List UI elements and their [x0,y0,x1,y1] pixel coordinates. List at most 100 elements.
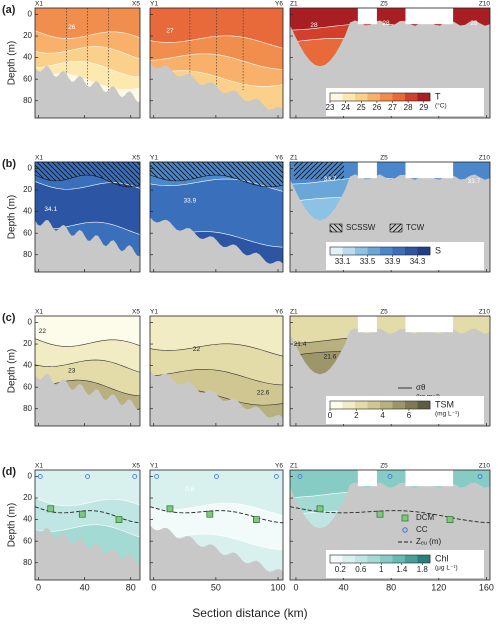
x-tick-label: 50 [211,582,221,592]
panel-frame [149,7,284,119]
y-tick-label: 80 [23,404,32,413]
y-tick-label: 0 [28,164,33,173]
panel-frame [149,469,284,581]
colorbar-cell [405,93,418,101]
y-tick-label: 0 [28,10,33,19]
x-tick-label: 160 [479,582,494,592]
no-data [405,162,454,179]
no-data [357,8,377,25]
colorbar-unit: (°C) [435,102,447,110]
panel-frame [289,161,491,273]
section-start: Y1 [150,309,158,316]
contour-line [149,53,284,70]
colorbar-cell [330,555,343,563]
water-band [150,369,283,406]
colorbar-cell [355,93,368,101]
colorbar-unit: (mg L⁻¹) [435,411,459,418]
no-data [357,162,377,179]
y-axis-label: Depth (m) [7,41,18,85]
dcm-marker [253,516,260,523]
contour-label: 23 [68,368,76,375]
x-tick-label: 0 [151,582,156,592]
section-start: Z1 [290,155,298,162]
x-axis-label: Section distance (km) [192,606,307,620]
y-tick-label: 20 [23,339,32,348]
legend-swatch [329,223,343,233]
section-start: X1 [35,463,43,470]
water-band [35,46,140,77]
colorbar-cell [367,93,381,101]
water-band [35,359,140,396]
colorbar-tick-label: 0.2 [335,565,347,574]
y-tick-label: 40 [23,361,32,370]
y-tick-label: 60 [23,382,32,391]
cc-marker [37,474,43,479]
y-tick-label: 80 [23,96,32,105]
dcm-marker [316,505,324,513]
colorbar-cell [330,93,343,101]
contour-label: 22 [39,328,47,335]
section-end: X5 [132,1,140,8]
no-data [405,8,454,25]
y-tick-label: 20 [23,493,32,502]
colorbar-frame [329,400,431,410]
x-tick-label: 80 [126,582,136,592]
section-end: Y6 [275,309,283,316]
x-tick-label: 0 [293,582,298,592]
section-end: Z10 [479,309,491,316]
contour-label: 0.6 [185,486,194,493]
contour-label: 33.7 [324,176,337,183]
contour-line [149,369,284,386]
sea-floor [35,374,140,426]
y-tick-label: 60 [23,74,32,83]
sea-floor [150,371,283,426]
panel-frame [34,161,141,273]
colorbar-cell [330,401,343,409]
water-band [35,470,140,506]
sea-floor [35,528,140,580]
colorbar-cell [367,247,381,255]
section-end: X5 [132,155,140,162]
panel-frame [149,161,284,273]
y-tick-label: 40 [23,207,32,216]
colorbar-tick-label: 6 [407,411,412,420]
contour-label: 28 [310,22,318,29]
y-axis-label: Depth (m) [7,349,18,393]
section-end: X5 [132,463,140,470]
no-data [405,470,454,487]
contour-label: 33.7 [468,178,481,185]
colorbar-cell [342,401,356,409]
contour-label: 21.6 [324,354,337,361]
x-tick-label: 40 [339,582,349,592]
section-start: Z1 [290,309,298,316]
section-end: Y6 [275,155,283,162]
legend-label: SCSSW [346,223,376,232]
section-start: X1 [35,1,43,8]
sea-floor [150,525,283,580]
no-data [405,316,454,333]
cc-marker [273,474,279,479]
contour-line [34,524,141,538]
colorbar-tick-label: 2 [354,411,359,420]
colorbar-cell [417,93,431,101]
y-tick-label: 80 [23,250,32,259]
colorbar-cell [392,401,406,409]
colorbar-bg [326,396,484,424]
colorbar-frame [329,92,431,102]
y-tick-label: 20 [23,31,32,40]
legend-swatch [401,514,409,522]
section-start: Y1 [150,1,158,8]
legend-label: σθ [416,383,426,392]
y-axis-label: Depth (m) [7,195,18,239]
dcm-marker [78,510,86,518]
colorbar-cell [342,93,356,101]
water-band [35,181,140,235]
dcm-marker [376,510,384,518]
y-tick-label: 60 [23,228,32,237]
colorbar-label: S [435,245,441,255]
colorbar-tick-label: 23 [326,103,335,112]
colorbar-tick-label: 26 [372,103,381,112]
section-mid: Z5 [380,309,388,316]
no-data [357,316,377,333]
colorbar-tick-label: 34.3 [410,257,426,266]
